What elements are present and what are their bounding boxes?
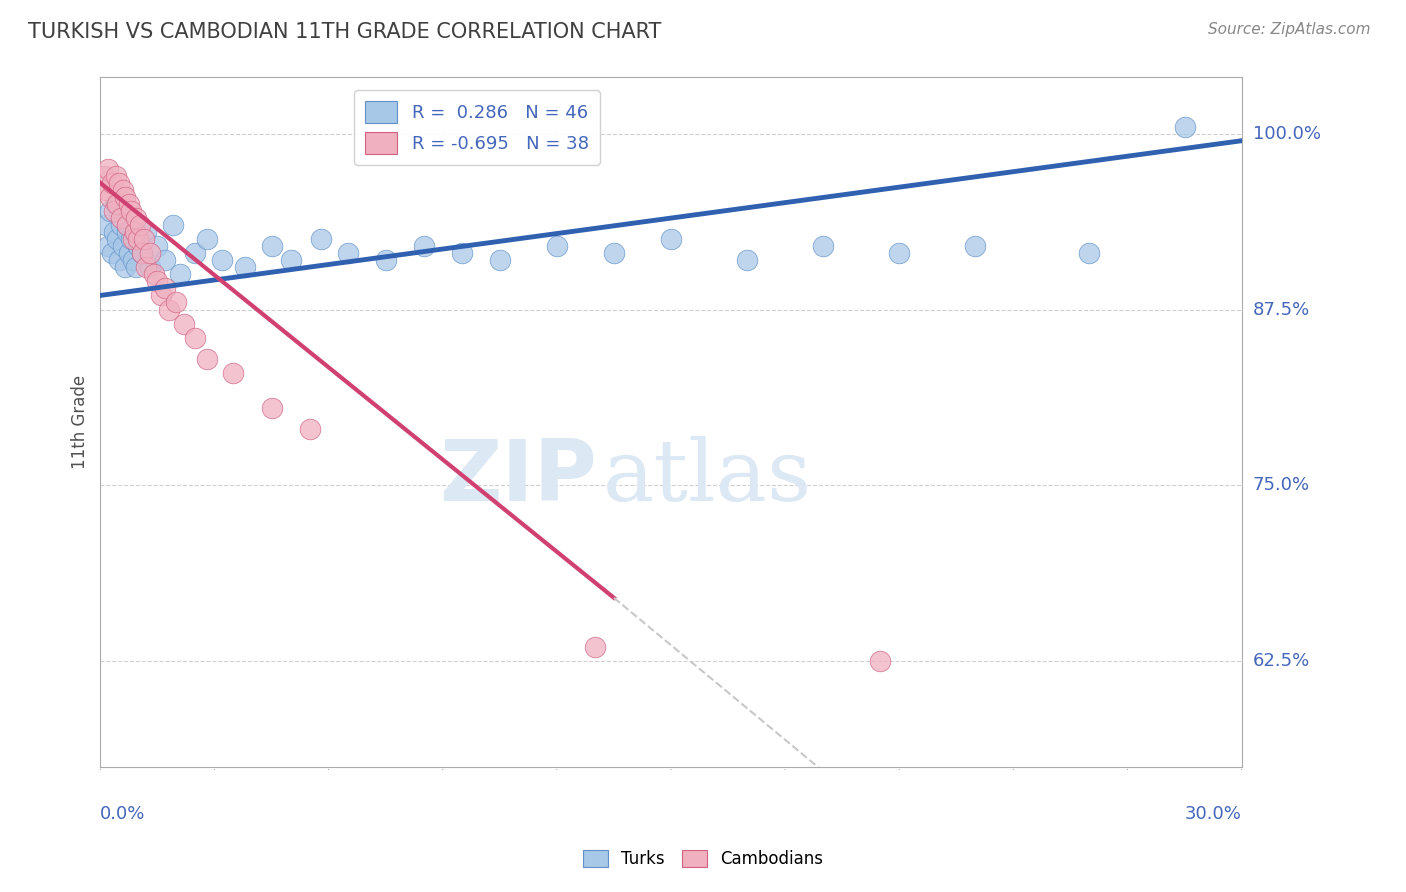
Point	[142, 268, 165, 282]
Point	[1078, 246, 1101, 260]
Point	[184, 246, 207, 260]
Point	[184, 331, 207, 345]
Y-axis label: 11th Grade: 11th Grade	[72, 375, 89, 469]
Point	[135, 260, 157, 275]
Point	[112, 183, 135, 197]
Point	[115, 225, 138, 239]
Point	[124, 225, 146, 239]
Point	[165, 295, 187, 310]
Point	[120, 232, 142, 246]
Point	[1173, 120, 1195, 134]
Point	[98, 190, 121, 204]
Point	[127, 232, 149, 246]
Point	[222, 366, 245, 380]
Point	[280, 253, 302, 268]
Point	[374, 253, 396, 268]
Point	[412, 239, 434, 253]
Point	[97, 239, 120, 253]
Point	[211, 253, 233, 268]
Point	[104, 169, 127, 183]
Legend: Turks, Cambodians: Turks, Cambodians	[576, 843, 830, 875]
Point	[583, 640, 606, 654]
Point	[110, 211, 132, 225]
Point	[131, 246, 153, 260]
Point	[488, 253, 510, 268]
Point	[298, 422, 321, 436]
Point	[127, 239, 149, 253]
Point	[125, 260, 148, 275]
Point	[115, 218, 138, 232]
Point	[195, 351, 218, 366]
Point	[124, 225, 146, 239]
Text: Source: ZipAtlas.com: Source: ZipAtlas.com	[1208, 22, 1371, 37]
Point	[139, 260, 162, 275]
Point	[120, 204, 142, 219]
Point	[118, 246, 141, 260]
Point	[107, 197, 129, 211]
Point	[735, 253, 758, 268]
Text: atlas: atlas	[603, 435, 811, 519]
Point	[110, 218, 132, 232]
Point	[94, 183, 117, 197]
Point	[603, 246, 626, 260]
Point	[146, 239, 169, 253]
Point	[97, 161, 120, 176]
Point	[965, 239, 987, 253]
Point	[103, 225, 125, 239]
Point	[889, 246, 911, 260]
Text: 75.0%: 75.0%	[1253, 476, 1310, 494]
Point	[157, 302, 180, 317]
Text: 100.0%: 100.0%	[1253, 125, 1320, 143]
Point	[260, 239, 283, 253]
Point	[98, 204, 121, 219]
Point	[108, 253, 131, 268]
Point	[336, 246, 359, 260]
Point	[114, 190, 136, 204]
Point	[139, 246, 162, 260]
Point	[450, 246, 472, 260]
Point	[195, 232, 218, 246]
Point	[869, 654, 891, 668]
Point	[112, 239, 135, 253]
Point	[94, 218, 117, 232]
Text: TURKISH VS CAMBODIAN 11TH GRADE CORRELATION CHART: TURKISH VS CAMBODIAN 11TH GRADE CORRELAT…	[28, 22, 661, 42]
Point	[153, 281, 176, 295]
Point	[125, 211, 148, 225]
Point	[811, 239, 834, 253]
Point	[121, 232, 143, 246]
Text: 0.0%: 0.0%	[100, 805, 146, 823]
Legend: R =  0.286   N = 46, R = -0.695   N = 38: R = 0.286 N = 46, R = -0.695 N = 38	[354, 90, 600, 165]
Point	[546, 239, 568, 253]
Point	[93, 169, 115, 183]
Point	[132, 232, 155, 246]
Point	[121, 253, 143, 268]
Point	[108, 176, 131, 190]
Point	[114, 260, 136, 275]
Text: 62.5%: 62.5%	[1253, 652, 1310, 670]
Point	[260, 401, 283, 415]
Point	[100, 176, 122, 190]
Point	[659, 232, 682, 246]
Point	[146, 274, 169, 288]
Point	[173, 317, 195, 331]
Point	[135, 225, 157, 239]
Point	[103, 204, 125, 219]
Point	[129, 218, 152, 232]
Point	[131, 246, 153, 260]
Point	[309, 232, 332, 246]
Point	[150, 288, 173, 302]
Point	[162, 218, 184, 232]
Point	[169, 268, 191, 282]
Text: 30.0%: 30.0%	[1185, 805, 1241, 823]
Text: 87.5%: 87.5%	[1253, 301, 1310, 318]
Point	[233, 260, 256, 275]
Text: ZIP: ZIP	[439, 435, 596, 518]
Point	[104, 197, 127, 211]
Point	[100, 246, 122, 260]
Point	[118, 197, 141, 211]
Point	[153, 253, 176, 268]
Point	[107, 232, 129, 246]
